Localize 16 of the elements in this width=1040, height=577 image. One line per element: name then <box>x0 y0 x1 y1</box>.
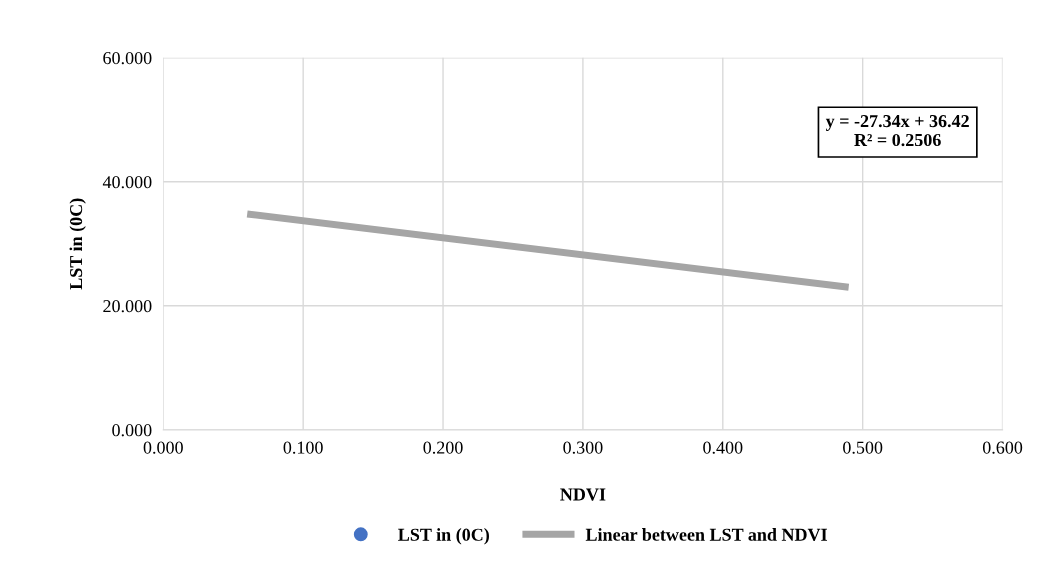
y-tick-label: 20.000 <box>103 300 152 313</box>
x-tick-label: 0.400 <box>703 441 743 454</box>
y-tick-label: 40.000 <box>102 176 152 189</box>
x-tick-label: 0.600 <box>982 441 1023 454</box>
y-tick-label: 0.000 <box>112 424 152 437</box>
x-tick-label: 0.300 <box>563 441 603 454</box>
legend-label: Linear between LST and NDVI <box>585 528 828 541</box>
x-tick-label: 0.000 <box>143 441 183 454</box>
y-axis-title: LST in (0C) <box>69 198 86 290</box>
y-tick-label: 60.000 <box>103 51 152 65</box>
legend-label: LST in (0C) <box>398 528 489 545</box>
x-axis-title: NDVI <box>560 488 606 501</box>
x-tick-label: 0.500 <box>843 441 883 454</box>
annotation: y = -27.34x + 36.42 R² = 0.2506 <box>825 115 969 147</box>
x-tick-label: 0.200 <box>423 441 463 454</box>
x-tick-label: 0.100 <box>283 441 323 454</box>
